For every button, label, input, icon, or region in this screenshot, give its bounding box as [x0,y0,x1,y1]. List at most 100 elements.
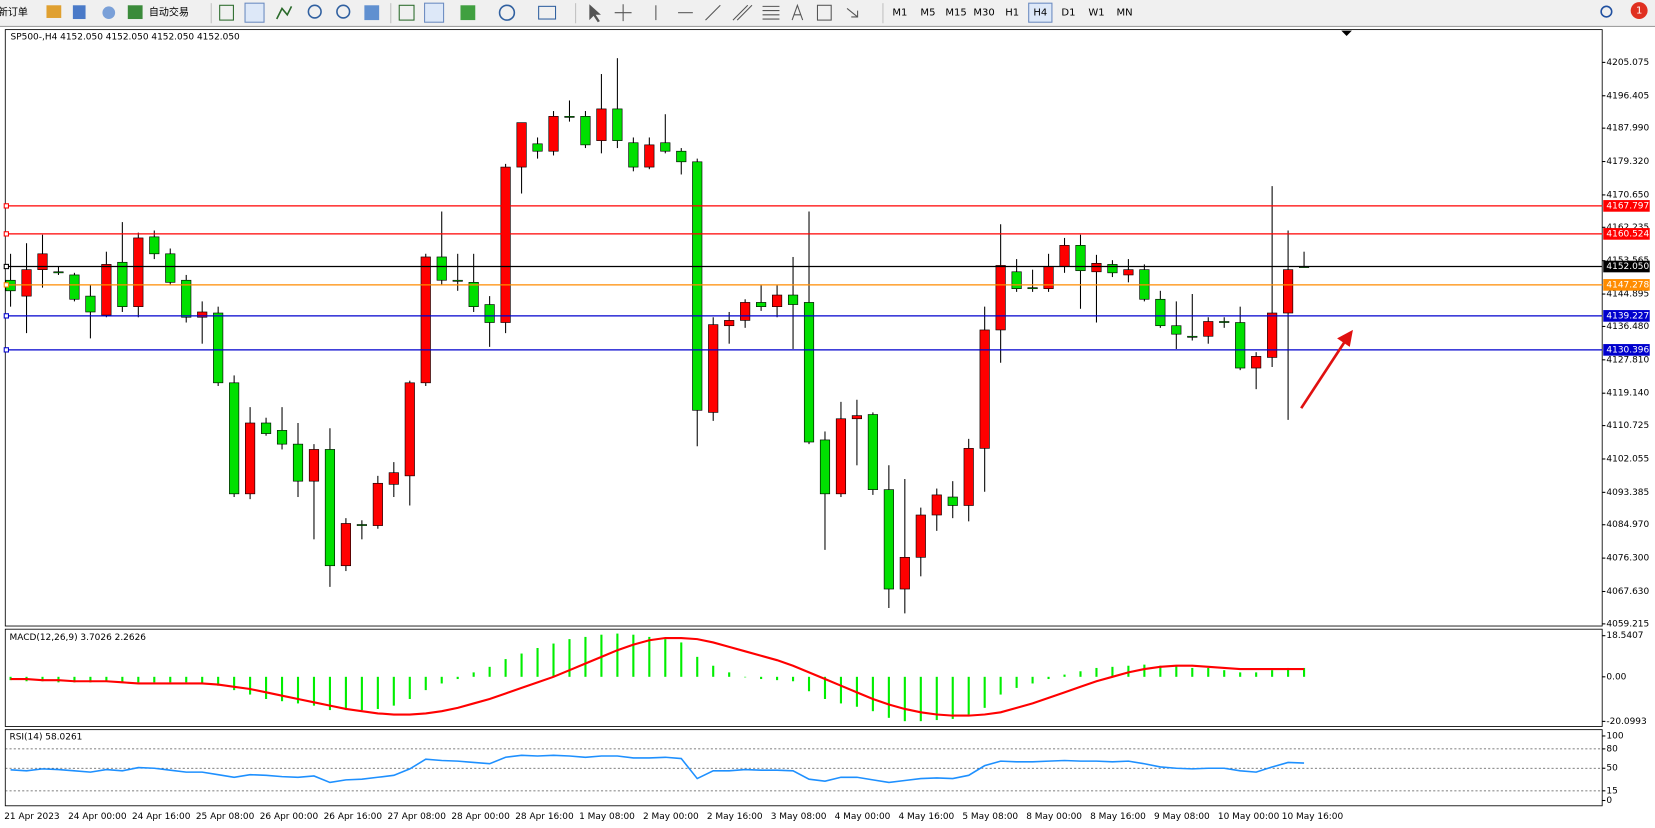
chart-title: SP500-,H4 4152.050 4152.050 4152.050 415… [11,33,240,43]
macd-bar [265,676,268,699]
timeframe-button[interactable]: H1 [1005,8,1019,19]
level-handle [3,231,9,237]
candle-body [1251,356,1262,369]
macd-bar [201,676,204,684]
macd-bar [903,676,906,722]
rsi-line [10,754,1305,784]
y-tick-label: 4162.235 [1606,223,1649,233]
y-tick-label: 4110.725 [1606,421,1649,431]
icon[interactable] [398,4,415,21]
y-tick-label: 4170.650 [1606,190,1649,200]
icon[interactable] [276,5,293,20]
candle-body [851,415,862,420]
icon[interactable] [498,4,516,21]
timeframe-button[interactable]: M5 [920,8,935,19]
zoom-in[interactable] [307,4,322,19]
icon[interactable] [460,5,476,21]
trend-tool[interactable] [705,4,721,21]
notification-badge[interactable] [1630,2,1648,20]
plot-area: 4205.075 4196.405 4187.990 4179.320 4170.650… [3,58,1650,822]
candle-body [85,295,96,313]
macd-bar [520,653,523,677]
macd-bar [137,676,140,683]
active-timeframe [1028,2,1053,23]
macd-bar [1143,664,1146,677]
y-tick-label: 100 [1606,731,1623,741]
zoom-out[interactable] [336,4,351,19]
icon[interactable] [364,5,380,21]
timeframe-button[interactable]: MN [1117,8,1133,19]
macd-bar [887,676,890,718]
macd-bar [312,676,316,706]
search[interactable] [1600,5,1613,18]
signal-line [10,636,1305,717]
macd-bar [1175,665,1178,677]
candle-body [835,418,847,495]
timeframe-button[interactable]: H4 [1033,8,1047,19]
y-tick-label: 15 [1606,786,1617,796]
timeframe-button[interactable]: W1 [1088,8,1104,19]
candle-body [628,142,639,168]
timeframe-button[interactable]: M15 [945,8,966,19]
arrows-tool[interactable] [846,8,859,18]
level-label: 4152.050 [1606,262,1649,272]
text-tool[interactable] [791,3,804,21]
timeframe-button[interactable]: M30 [973,8,994,19]
y-tick-label: 4136.480 [1606,322,1649,332]
timeframe-button[interactable]: D1 [1061,8,1075,19]
auto-trading-button[interactable]: 自动交易 [149,6,189,19]
candle-body [883,489,894,590]
icon[interactable] [127,5,143,20]
cursor-tool[interactable] [589,4,601,23]
x-tick-label: 1 May 08:00 [579,812,635,822]
icon[interactable] [102,6,116,20]
macd-bar [568,639,571,677]
icon[interactable] [538,5,557,20]
x-tick-label: 5 May 08:00 [962,812,1018,822]
macd-bar [728,672,731,677]
x-tick-label: 10 May 00:00 [1218,812,1280,822]
macd-bar [680,642,683,677]
new-order-button[interactable]: 新订单 [0,6,28,19]
x-tick-label: 4 May 16:00 [898,812,954,822]
icon[interactable] [244,2,265,23]
annotation-arrow [1300,339,1347,409]
y-tick-label: 4084.970 [1606,520,1649,530]
candle-body [484,304,495,323]
candle-body [947,496,958,506]
icon[interactable] [46,5,62,18]
candle-body [803,302,815,443]
timeframe-button[interactable]: M1 [892,8,907,19]
label-tool[interactable] [816,4,832,21]
candle-body [420,256,431,384]
level-handle [3,203,9,209]
candle-body [292,443,304,482]
candle-body [21,269,32,297]
notification-count: 1 [1636,6,1642,17]
crosshair-tool[interactable] [614,4,632,22]
toolbar-bg [0,0,1655,27]
macd-bar [1111,666,1114,677]
candle-body [276,430,288,445]
candle-body [1011,271,1022,290]
candle-body [1059,245,1070,267]
macd-bar [1287,667,1290,677]
candle-body [468,282,479,307]
fibo-tool[interactable] [762,5,780,20]
x-tick-label: 3 May 08:00 [771,812,827,822]
candle-body [69,274,80,300]
icon[interactable] [424,2,445,23]
icon[interactable] [72,5,86,20]
channel-tool[interactable] [732,4,753,21]
macd-bar [153,676,156,683]
y-tick-label: 4205.075 [1606,58,1649,68]
x-tick-label: 21 Apr 2023 [4,812,59,822]
candle-body [692,161,703,411]
y-tick-label: 0.00 [1606,672,1626,682]
macd-bar [233,676,236,691]
macd-bar [712,665,715,677]
macd-bar [1159,665,1162,677]
y-tick-label: 50 [1606,764,1618,774]
x-tick-label: 4 May 00:00 [835,812,891,822]
icon[interactable] [219,4,234,21]
